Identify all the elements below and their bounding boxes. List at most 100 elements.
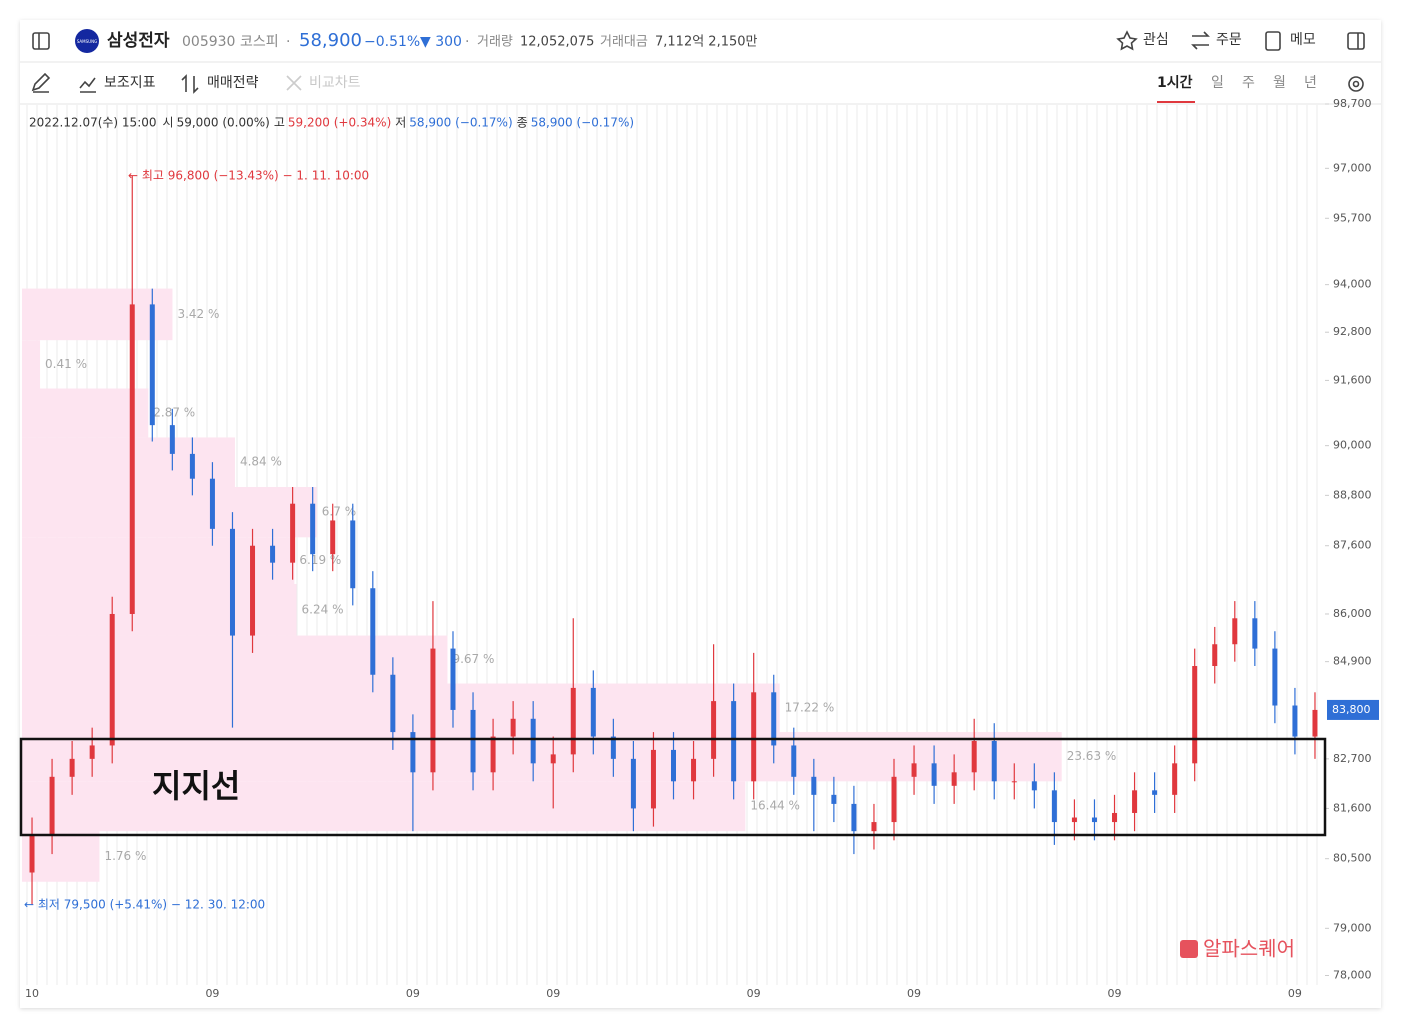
candle-body bbox=[450, 648, 456, 710]
stock-code: 005930 bbox=[182, 34, 235, 50]
candle-body bbox=[1051, 790, 1057, 823]
candle-body bbox=[430, 648, 436, 773]
candle-body bbox=[410, 732, 416, 773]
ohlc-info: 2022.12.07(수) 15:00 시 59,000 (0.00%) 고 59,20… bbox=[29, 116, 634, 130]
extreme-label: ← 최고 96,800 (−13.43%) − 1. 11. 10:00 bbox=[128, 168, 369, 182]
period[interactable]: 일 bbox=[1211, 75, 1224, 91]
action[interactable]: 관심 bbox=[1143, 32, 1169, 48]
candle-body bbox=[831, 794, 837, 804]
period-active[interactable]: 1시간 bbox=[1157, 74, 1193, 91]
profile-label: 6.24 % bbox=[302, 602, 344, 616]
candle-body bbox=[330, 520, 336, 555]
profile-label: 16.44 % bbox=[750, 799, 800, 813]
y-tick-label: 81,600 bbox=[1333, 801, 1372, 814]
candle-body bbox=[510, 718, 516, 737]
compare-icon bbox=[286, 75, 302, 91]
profile-label: 3.42 % bbox=[177, 307, 219, 321]
candle-body bbox=[49, 776, 55, 836]
change: ▼ 300 bbox=[420, 34, 462, 50]
logo-text: SAMSUNG bbox=[77, 39, 97, 44]
candle-body bbox=[570, 687, 576, 755]
candle-body bbox=[671, 749, 676, 782]
y-tick-label: 94,000 bbox=[1333, 278, 1372, 291]
period[interactable]: 월 bbox=[1273, 75, 1286, 91]
candle-body bbox=[490, 736, 496, 773]
y-tick-label: 86,000 bbox=[1333, 607, 1372, 620]
candle-body bbox=[109, 613, 115, 746]
settings-icon[interactable] bbox=[1348, 76, 1364, 92]
candle-body bbox=[1292, 705, 1298, 737]
y-tick-label: 88,800 bbox=[1333, 488, 1372, 501]
profile-label: 9.67 % bbox=[452, 652, 494, 666]
candle-body bbox=[530, 718, 536, 764]
action[interactable]: 주문 bbox=[1216, 32, 1242, 48]
info-value: 58,900 (−0.17%) bbox=[531, 116, 634, 130]
profile-label: 1.76 % bbox=[104, 849, 146, 863]
candle-body bbox=[1132, 790, 1138, 813]
candle-body bbox=[1112, 812, 1118, 823]
extreme-label: ← 최저 79,500 (+5.41%) − 12. 30. 12:00 bbox=[24, 897, 265, 911]
candle-body bbox=[350, 520, 356, 589]
candle-body bbox=[189, 453, 195, 479]
period[interactable]: 년 bbox=[1304, 75, 1317, 91]
order-icon[interactable] bbox=[1191, 31, 1210, 50]
candle-body bbox=[1212, 644, 1218, 667]
logo bbox=[75, 29, 99, 53]
y-tick-label: 90,000 bbox=[1333, 439, 1372, 452]
period[interactable]: 주 bbox=[1242, 75, 1255, 91]
y-tick-label: 87,600 bbox=[1333, 539, 1372, 552]
watermark-icon bbox=[1180, 940, 1198, 958]
profile-bar bbox=[22, 583, 297, 636]
tool[interactable]: 매매전략 bbox=[207, 75, 259, 91]
x-tick-label: 09 bbox=[406, 987, 420, 1000]
star-icon[interactable] bbox=[1116, 30, 1138, 51]
separator: · bbox=[465, 34, 469, 50]
candle-body bbox=[590, 687, 596, 737]
profile-bar bbox=[22, 831, 100, 882]
info-value: 59,000 (0.00%) bbox=[177, 116, 270, 130]
y-tick-label: 78,000 bbox=[1333, 968, 1372, 981]
panel-icon[interactable] bbox=[1347, 32, 1365, 50]
last-price-tag bbox=[1327, 699, 1379, 720]
watermark: 알파스퀘어 bbox=[1203, 937, 1295, 961]
y-tick-label: 79,000 bbox=[1333, 921, 1372, 934]
sidebar-icon[interactable] bbox=[32, 32, 50, 50]
indicator-icon[interactable] bbox=[79, 77, 96, 93]
action[interactable]: 메모 bbox=[1290, 32, 1316, 48]
candle-body bbox=[310, 503, 316, 555]
profile-label: 0.41 % bbox=[45, 357, 87, 371]
profile-label: 23.63 % bbox=[1067, 749, 1117, 763]
candle-body bbox=[1011, 781, 1017, 783]
candle-body bbox=[791, 745, 797, 777]
candle-body bbox=[250, 545, 256, 636]
candle-body bbox=[129, 304, 135, 614]
draw-icon[interactable] bbox=[31, 72, 51, 93]
plot: 98,700 97,000 95,700 94,000 92,800 91,600 90,0… bbox=[22, 97, 1379, 1000]
candle-body bbox=[711, 701, 717, 759]
candle-body bbox=[1252, 618, 1258, 649]
profile-label: 17.22 % bbox=[785, 700, 835, 714]
candle-body bbox=[270, 545, 276, 563]
support-box bbox=[19, 737, 1327, 837]
tool[interactable]: 보조지표 bbox=[104, 75, 156, 91]
candle-body bbox=[550, 754, 556, 764]
profile-bar bbox=[22, 487, 317, 538]
candle-body bbox=[1312, 709, 1318, 737]
strategy-icon[interactable] bbox=[181, 74, 199, 94]
candle-body bbox=[169, 425, 175, 454]
candle-body bbox=[229, 528, 235, 636]
x-tick-label: 09 bbox=[1288, 987, 1302, 1000]
info-label: 시 bbox=[163, 116, 174, 130]
profile-label: 6.19 % bbox=[299, 553, 341, 567]
candle-body bbox=[149, 304, 155, 426]
x-tick-label: 09 bbox=[546, 987, 560, 1000]
memo-icon[interactable] bbox=[1265, 31, 1281, 51]
info-value: 58,900 (−0.17%) bbox=[409, 116, 512, 130]
candle-body bbox=[630, 758, 636, 809]
profile-bar bbox=[22, 683, 780, 733]
candle-body bbox=[1031, 781, 1037, 791]
info-label: 저 bbox=[395, 116, 406, 130]
profile-bar bbox=[22, 732, 1062, 782]
